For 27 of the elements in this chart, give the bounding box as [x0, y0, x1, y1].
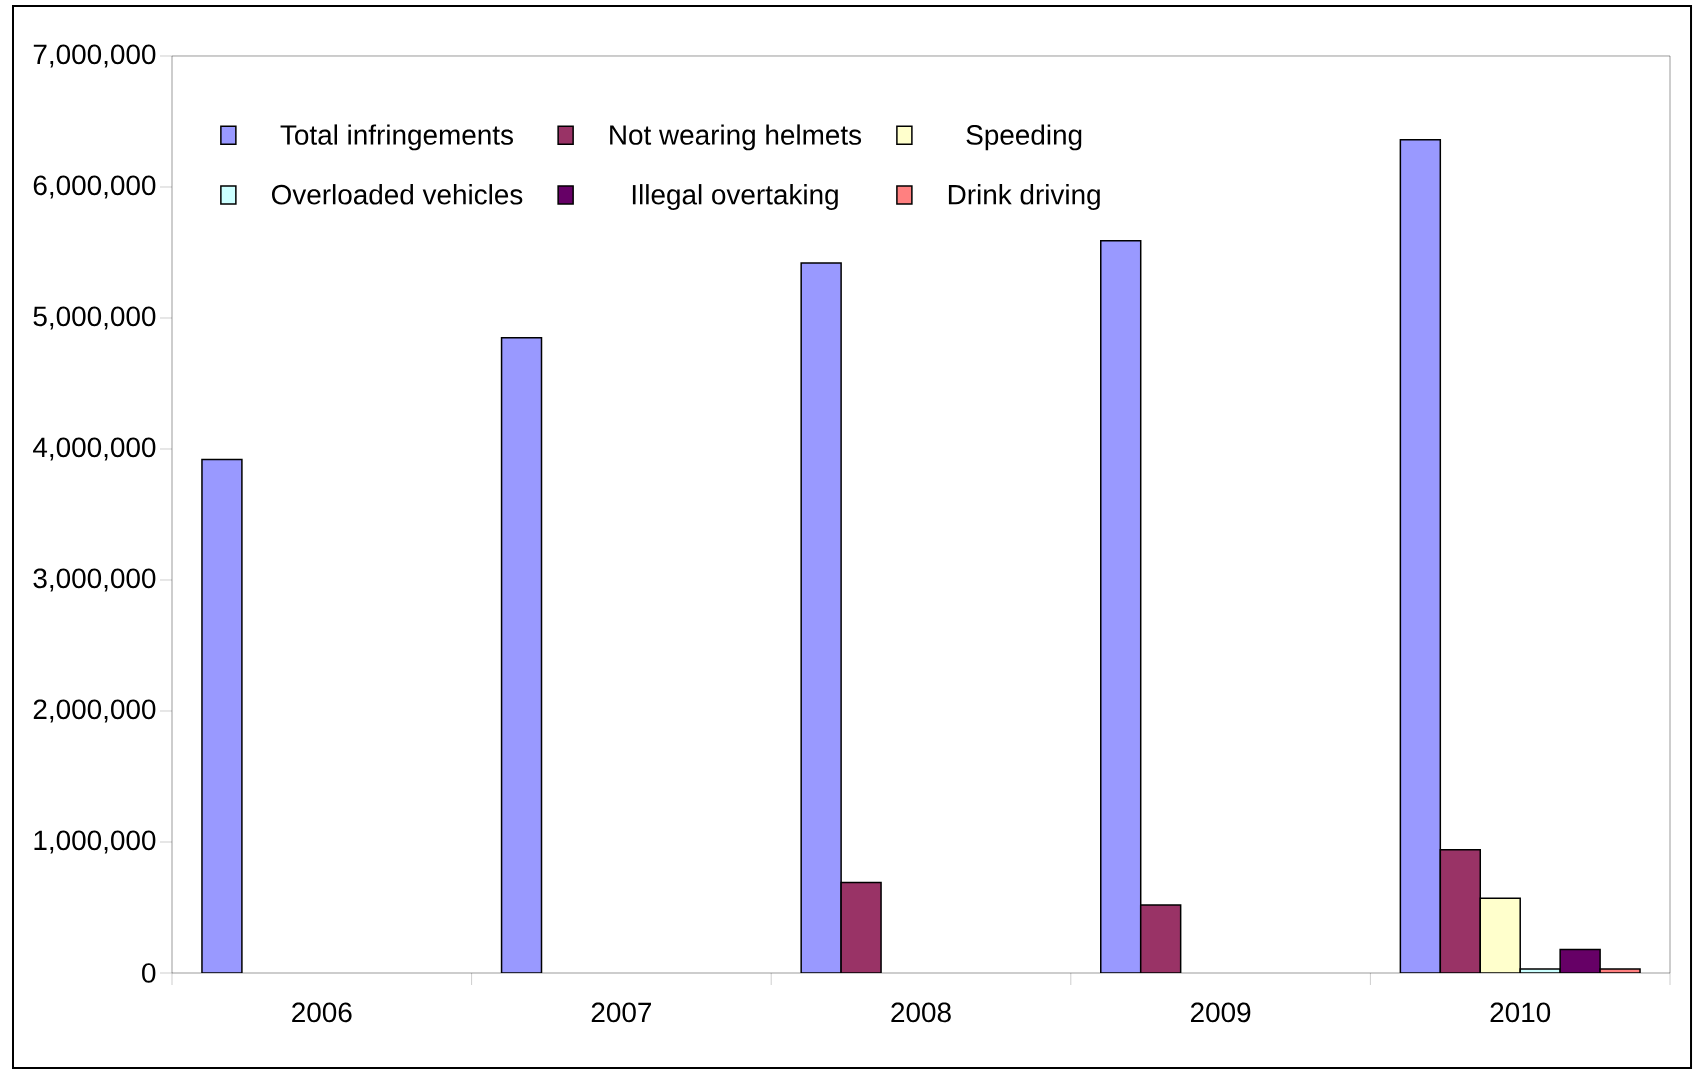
- x-tick-label: 2010: [1490, 1002, 1551, 1023]
- legend-label: Illegal overtaking: [632, 184, 838, 211]
- y-tick-label: 4,000,000: [33, 437, 156, 461]
- y-tick-label: 7,000,000: [33, 44, 156, 68]
- y-tick-label: 2,000,000: [33, 699, 156, 723]
- bar: [1139, 904, 1182, 973]
- x-tick-label: 2006: [292, 1002, 352, 1023]
- bar: [1399, 139, 1442, 973]
- y-tick-label: 3,000,000: [33, 568, 156, 592]
- x-tick-label: 2009: [1190, 1002, 1251, 1023]
- legend-label: Overloaded vehicles: [271, 184, 523, 205]
- x-tick-label: 2007: [591, 1002, 652, 1023]
- bar: [1439, 849, 1482, 973]
- bar: [800, 262, 842, 973]
- legend-label: Drink driving: [948, 184, 1100, 211]
- legend-label: Speeding: [966, 124, 1082, 151]
- x-tick-label: 2008: [891, 1002, 951, 1023]
- legend-label: Not wearing helmets: [610, 124, 862, 151]
- y-tick-label: 6,000,000: [33, 175, 156, 199]
- legend-label: Total infringements: [280, 124, 513, 151]
- bar: [201, 458, 243, 973]
- y-tick-label: 0: [142, 963, 156, 983]
- bar: [1100, 239, 1142, 973]
- bar: [840, 881, 882, 973]
- bar: [500, 336, 543, 973]
- y-tick-label: 5,000,000: [33, 306, 156, 330]
- y-tick-label: 1,000,000: [34, 830, 156, 854]
